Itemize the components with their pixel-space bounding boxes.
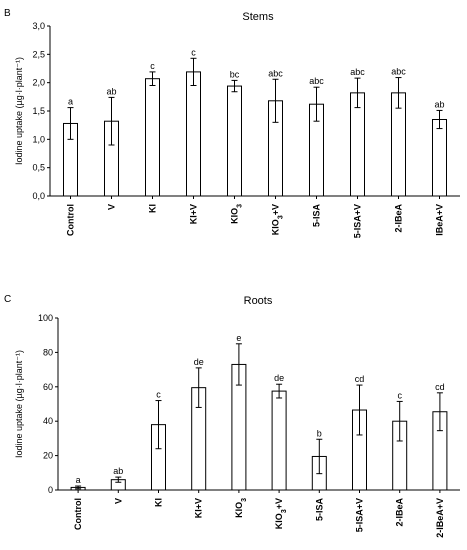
y-tick-label: 1,5 xyxy=(32,106,45,116)
significance-label: ab xyxy=(106,86,116,96)
y-tick-label: 80 xyxy=(43,347,53,357)
significance-label: bc xyxy=(230,69,240,79)
y-tick-label: 2,5 xyxy=(32,49,45,59)
significance-label: e xyxy=(236,333,241,343)
y-tick-label: 20 xyxy=(43,451,53,461)
category-label: KI+V xyxy=(189,204,199,224)
bar xyxy=(227,85,242,197)
category-label: KIO3 xyxy=(234,498,248,518)
category-label: V xyxy=(107,204,117,210)
category-label: KIO3 xyxy=(230,204,244,224)
significance-label: a xyxy=(68,97,73,107)
bar xyxy=(350,92,365,197)
bar xyxy=(432,119,447,197)
category-label: 5-ISA+V xyxy=(355,498,365,532)
category-label: 2-IBeA xyxy=(394,204,404,233)
panel-letter: C xyxy=(4,294,11,305)
y-tick-label: 1,0 xyxy=(32,134,45,144)
y-tick-label: 60 xyxy=(43,382,53,392)
y-axis-title: Iodine uptake (µg·l·plant⁻¹) xyxy=(14,57,24,165)
significance-label: de xyxy=(194,357,204,367)
chart-panel-stems: B Stems 0,0 0,5 1,0 1,5 2,0 2,5 3,0 Iodine upta… xyxy=(4,8,460,238)
significance-label: de xyxy=(274,373,284,383)
category-label: KIO3+V xyxy=(274,498,288,529)
category-label: 2-IBeA+V xyxy=(435,498,445,538)
chart-panel-roots: C Roots 0 20 40 60 80 100 Iodine uptake (µg·l·… xyxy=(4,294,460,538)
plot-area: 0 20 40 60 80 100 Iodine uptake (µg·l·plant⁻¹)… xyxy=(14,313,460,538)
plot-area: 0,0 0,5 1,0 1,5 2,0 2,5 3,0 Iodine uptake (µg·l… xyxy=(14,21,460,238)
y-axis-title: Iodine uptake (µg·l·plant⁻¹) xyxy=(14,350,24,458)
significance-label: abc xyxy=(268,68,283,78)
category-label: KI xyxy=(148,204,158,213)
significance-label: abc xyxy=(391,67,406,77)
category-label: 2-IBeA xyxy=(395,498,405,527)
panel-letter: B xyxy=(4,8,11,19)
y-tick-label: 100 xyxy=(38,313,53,323)
category-label: KIO3+V xyxy=(271,204,285,235)
y-tick-label: 3,0 xyxy=(32,21,45,31)
significance-label: ab xyxy=(434,99,444,109)
y-tick-label: 0,0 xyxy=(32,191,45,201)
y-tick-label: 2,0 xyxy=(32,78,45,88)
bar xyxy=(186,71,201,197)
significance-label: abc xyxy=(309,76,324,86)
category-label: KI+V xyxy=(194,498,204,518)
category-label: IBeA+V xyxy=(435,204,445,236)
bar xyxy=(145,78,160,197)
significance-label: abc xyxy=(350,67,365,77)
category-label: Control xyxy=(66,204,76,236)
bar xyxy=(271,390,287,491)
significance-label: a xyxy=(76,475,81,485)
y-tick-label: 0,5 xyxy=(32,163,45,173)
category-label: 5-ISA xyxy=(312,204,322,228)
significance-label: c xyxy=(397,390,402,400)
y-tick-label: 40 xyxy=(43,416,53,426)
category-label: 5-ISA xyxy=(314,498,324,522)
chart-title: Roots xyxy=(244,295,273,307)
significance-label: c xyxy=(156,390,161,400)
category-label: 5-ISA+V xyxy=(353,204,363,238)
significance-label: cd xyxy=(435,382,445,392)
chart-title: Stems xyxy=(242,11,274,23)
significance-label: cd xyxy=(355,374,365,384)
category-label: KI xyxy=(154,498,164,507)
significance-label: ab xyxy=(113,466,123,476)
category-label: Control xyxy=(73,498,83,530)
y-tick-label: 0 xyxy=(48,485,53,495)
significance-label: c xyxy=(191,47,196,57)
significance-label: c xyxy=(150,61,155,71)
significance-label: b xyxy=(317,428,322,438)
category-label: V xyxy=(113,498,123,504)
